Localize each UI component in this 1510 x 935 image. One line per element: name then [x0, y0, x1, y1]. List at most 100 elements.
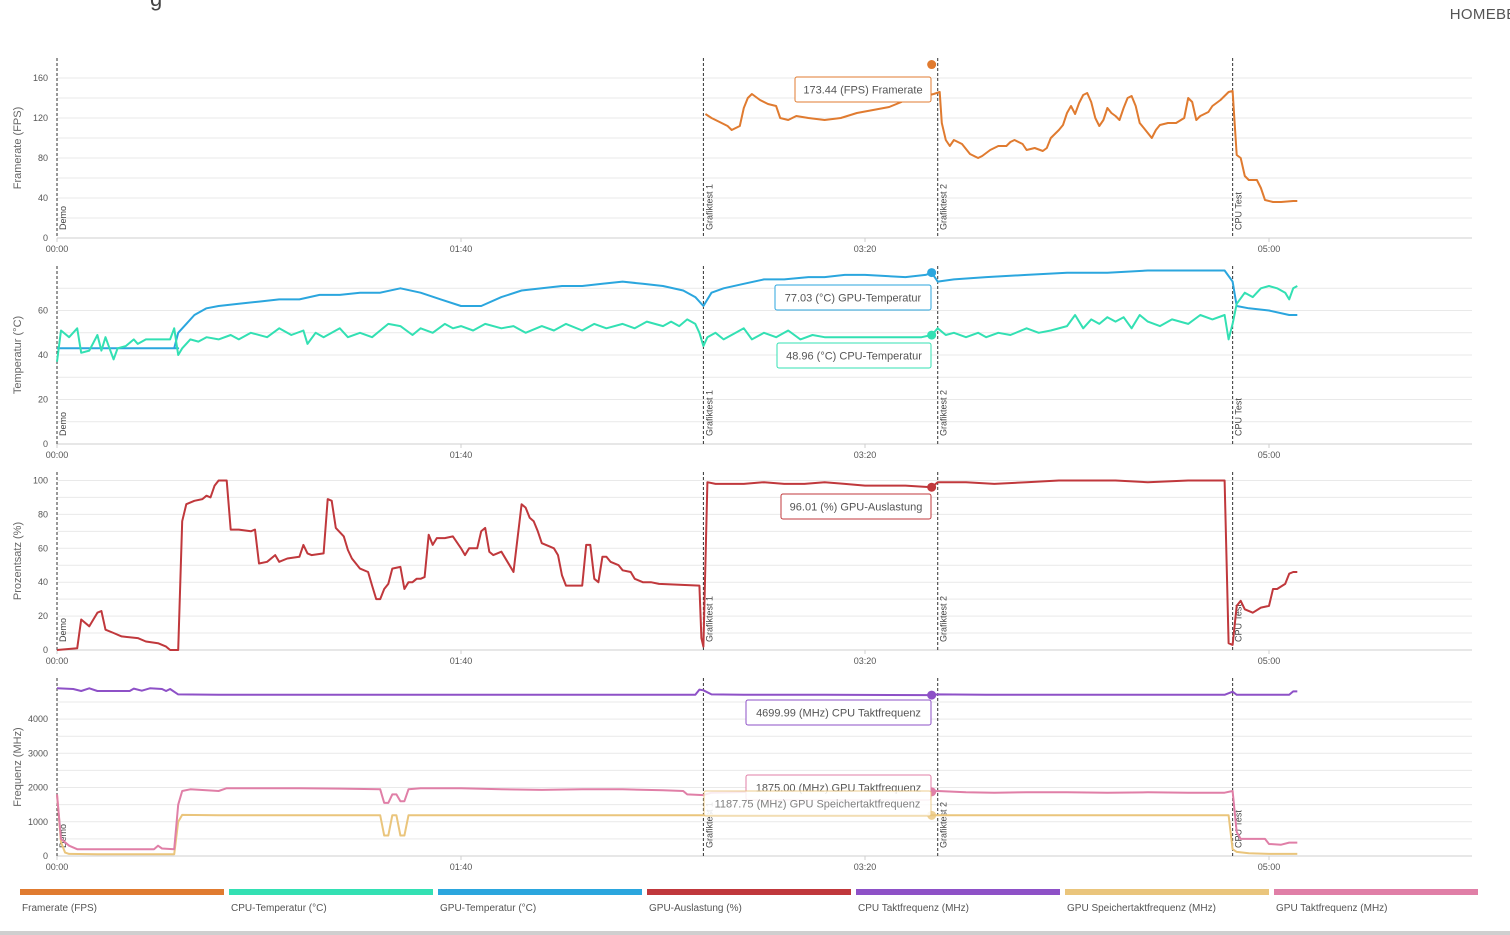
y-tick-label: 0	[43, 645, 48, 655]
series-line	[56, 787, 1298, 851]
y-axis-title: Prozentsatz (%)	[12, 522, 24, 600]
tooltip-text: 4699.99 (MHz) CPU Taktfrequenz	[756, 708, 921, 720]
series-line	[56, 285, 1298, 362]
tooltip-box	[794, 76, 932, 103]
y-tick-label: 60	[38, 543, 48, 553]
x-tick-label: 01:40	[450, 450, 473, 460]
y-axis-title: Framerate (FPS)	[12, 107, 24, 190]
legend-label: GPU Speichertaktfrequenz (MHz)	[1067, 903, 1216, 914]
test-marker-label: Grafiktest 1	[704, 596, 714, 642]
x-tick-label: 03:20	[854, 244, 877, 254]
y-tick-label: 0	[43, 851, 48, 861]
series-line	[56, 687, 1298, 697]
x-tick-label: 05:00	[1258, 244, 1281, 254]
test-marker-label: Demo	[58, 412, 68, 436]
x-tick-label: 01:40	[450, 244, 473, 254]
y-tick-label: 120	[33, 113, 48, 123]
legend-item-cpu-clock[interactable]: CPU Taktfrequenz (MHz)	[856, 889, 1060, 919]
y-tick-label: 3000	[28, 748, 48, 758]
y-tick-label: 4000	[28, 714, 48, 724]
y-tick-label: 160	[33, 73, 48, 83]
test-marker-label: CPU Test	[1234, 604, 1244, 642]
series-line	[56, 794, 1298, 856]
series-line	[57, 269, 1298, 350]
x-tick-label: 03:20	[854, 656, 877, 666]
chart-panel-0: 0 40 80 120 160 00:00 01:40 03:20 05:00 Framerate…	[12, 58, 1472, 254]
tooltip-point	[927, 268, 937, 278]
x-tick-label: 00:00	[46, 656, 69, 666]
test-marker-label: Grafiktest 1	[704, 184, 714, 230]
legend-label: Framerate (FPS)	[22, 903, 98, 914]
legend-swatch	[856, 889, 1060, 895]
tooltip-text: 77.03 (°C) GPU-Temperatur	[785, 293, 922, 305]
chart-panel-1: 0 20 40 60 00:00 01:40 03:20 05:00 Temperatur (°…	[12, 266, 1472, 460]
legend-label: CPU Taktfrequenz (MHz)	[858, 903, 969, 914]
legend-swatch	[647, 889, 851, 895]
y-tick-label: 20	[38, 611, 48, 621]
tooltip-box	[776, 342, 932, 369]
nav-clipped-link[interactable]: BE	[1496, 6, 1510, 23]
chart-panel-2: 0 20 40 60 80 100 00:00 01:40 03:20 05:00 Prozents…	[12, 472, 1472, 666]
x-tick-label: 01:40	[450, 656, 473, 666]
legend-item-cpu-temperature[interactable]: CPU-Temperatur (°C)	[229, 889, 433, 919]
y-tick-label: 40	[38, 577, 48, 587]
tooltip-box	[774, 284, 932, 311]
y-tick-label: 0	[43, 439, 48, 449]
x-tick-label: 03:20	[854, 450, 877, 460]
y-tick-label: 80	[38, 153, 48, 163]
test-marker-label: Grafiktest 2	[939, 596, 949, 642]
legend-swatch	[1274, 889, 1478, 895]
test-marker-label: CPU Test	[1234, 398, 1244, 436]
legend-swatch	[229, 889, 433, 895]
test-marker-label: Grafiktest 2	[939, 390, 949, 436]
y-tick-label: 40	[38, 350, 48, 360]
test-marker-label: Grafiktest 1	[704, 390, 714, 436]
page-title: g	[150, 0, 270, 32]
test-marker-label: Grafiktest 2	[939, 184, 949, 230]
y-axis-title: Temperatur (°C)	[12, 316, 24, 394]
y-tick-label: 20	[38, 395, 48, 405]
y-tick-label: 0	[43, 233, 48, 243]
tooltip-text: 1187.75 (MHz) GPU Speichertaktfrequenz	[715, 799, 921, 811]
legend-item-gpu-memory-clock[interactable]: GPU Speichertaktfrequenz (MHz)	[1065, 889, 1269, 919]
tooltip-box	[703, 790, 932, 817]
test-marker-label: Demo	[58, 206, 68, 230]
tooltip-point	[927, 482, 937, 492]
page-title-text: g	[150, 0, 162, 12]
legend-swatch	[1065, 889, 1269, 895]
tooltip-point	[927, 690, 937, 700]
tooltip-box	[780, 493, 932, 520]
tooltip-box	[745, 699, 932, 726]
y-tick-label: 100	[33, 475, 48, 485]
legend-item-gpu-load[interactable]: GPU-Auslastung (%)	[647, 889, 851, 919]
tooltip-text: 96.01 (%) GPU-Auslastung	[790, 502, 923, 514]
chart-panel-3: 0 1000 2000 3000 4000 00:00 01:40 03:20 05:00 Fre…	[12, 678, 1472, 872]
test-marker-label: CPU Test	[1234, 192, 1244, 230]
legend-swatch	[438, 889, 642, 895]
y-tick-label: 1000	[28, 817, 48, 827]
legend-label: GPU Taktfrequenz (MHz)	[1276, 903, 1388, 914]
test-marker-label: Demo	[58, 618, 68, 642]
series-line	[704, 90, 1298, 203]
legend-label: GPU-Auslastung (%)	[649, 903, 742, 914]
x-tick-label: 00:00	[46, 862, 69, 872]
y-tick-label: 80	[38, 509, 48, 519]
legend-swatch	[20, 889, 224, 895]
bottom-scrollbar-edge	[0, 931, 1510, 935]
x-tick-label: 05:00	[1258, 656, 1281, 666]
benchmark-charts: 0 40 80 120 160 00:00 01:40 03:20 05:00 Framerate…	[12, 58, 1472, 872]
legend-item-gpu-temperature[interactable]: GPU-Temperatur (°C)	[438, 889, 642, 919]
y-tick-label: 60	[38, 306, 48, 316]
legend-item-gpu-clock[interactable]: GPU Taktfrequenz (MHz)	[1274, 889, 1478, 919]
tooltip-text: 173.44 (FPS) Framerate	[803, 85, 922, 97]
legend-item-framerate[interactable]: Framerate (FPS)	[20, 889, 224, 919]
y-axis-title: Frequenz (MHz)	[12, 727, 24, 806]
x-tick-label: 01:40	[450, 862, 473, 872]
x-tick-label: 00:00	[46, 450, 69, 460]
test-marker-label: Grafiktest 1	[704, 802, 714, 848]
y-tick-label: 40	[38, 193, 48, 203]
tooltip-text: 48.96 (°C) CPU-Temperatur	[786, 351, 922, 363]
legend-label: CPU-Temperatur (°C)	[231, 903, 327, 914]
nav-home-link[interactable]: HOME	[1449, 6, 1496, 23]
x-tick-label: 03:20	[854, 862, 877, 872]
